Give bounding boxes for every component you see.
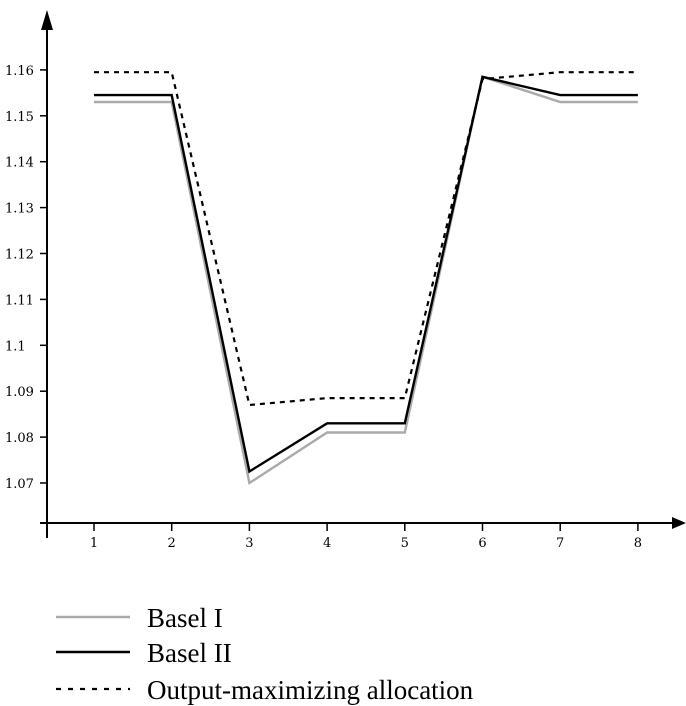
y-tick-label: 1.14 — [5, 156, 34, 171]
y-tick-label: 1.09 — [5, 385, 34, 400]
series-line-basel-ii — [94, 75, 638, 474]
y-ticks: 1.07 1.08 1.09 1.1 1.11 1.12 1.13 1.14 1.15 1.16 — [5, 64, 47, 492]
series-line-output-maximizing-allocation — [94, 71, 638, 407]
y-tick-label: 1.12 — [5, 248, 34, 263]
legend-label: Basel I — [147, 603, 223, 633]
x-tick-label: 2 — [168, 536, 176, 551]
legend-label: Output-maximizing allocation — [147, 675, 474, 705]
legend-label: Basel II — [147, 638, 232, 668]
x-tick-label: 8 — [634, 536, 642, 551]
x-axis-arrow — [672, 517, 686, 529]
x-tick-label: 1 — [90, 536, 98, 551]
legend: Basel I Basel II Output-maximizing allocat… — [56, 603, 474, 705]
y-tick-label: 1.13 — [5, 202, 34, 217]
series-lines — [94, 71, 638, 485]
y-tick-label: 1.11 — [5, 293, 34, 308]
x-tick-label: 4 — [323, 536, 331, 551]
y-axis-arrow — [41, 10, 53, 30]
y-tick-label: 1.07 — [5, 477, 34, 492]
y-tick-label: 1.15 — [5, 110, 34, 125]
series-line-basel-i — [94, 75, 638, 485]
y-tick-label: 1.16 — [5, 64, 34, 79]
x-tick-label: 7 — [556, 536, 564, 551]
x-tick-label: 6 — [478, 536, 486, 551]
x-tick-label: 3 — [245, 536, 253, 551]
x-tick-label: 5 — [401, 536, 409, 551]
y-tick-label: 1.1 — [5, 339, 26, 354]
y-tick-label: 1.08 — [5, 431, 34, 446]
axes — [40, 10, 686, 538]
x-ticks: 1 2 3 4 5 6 7 8 — [90, 523, 642, 551]
